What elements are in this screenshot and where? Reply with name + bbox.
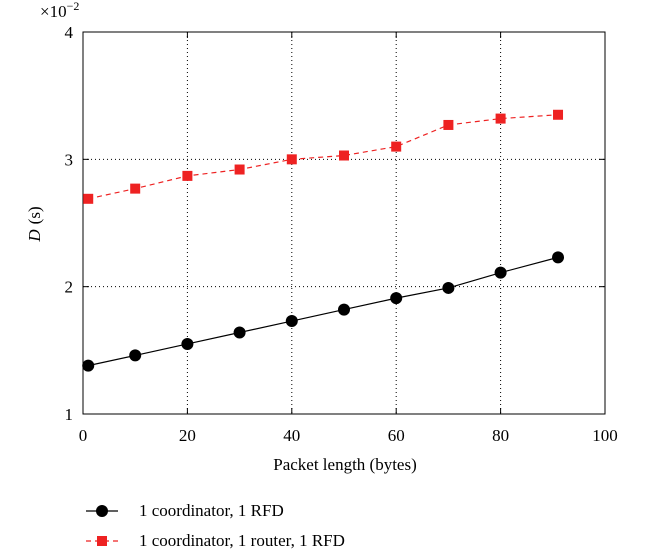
data-point [182, 170, 193, 181]
x-tick-label: 20 [179, 426, 196, 445]
legend-entry-series-1: 1 coordinator, 1 RFD [86, 501, 284, 520]
data-point [339, 150, 349, 161]
y-axis-label: D (s) [25, 206, 44, 242]
x-axis-label: Packet length (bytes) [273, 455, 417, 474]
x-tick-label: 40 [283, 426, 300, 445]
legend-marker-series-2 [97, 536, 107, 546]
data-point [390, 292, 403, 305]
y-axis-label-unit: (s) [25, 206, 44, 224]
y-multiplier-label: ×10−2 [40, 0, 79, 21]
plot-frame [82, 31, 606, 415]
data-point [233, 326, 246, 339]
x-tick-label: 60 [388, 426, 405, 445]
y-tick-label: 1 [65, 405, 74, 424]
series-2 [83, 109, 564, 204]
x-tick-label: 80 [492, 426, 509, 445]
data-point [443, 119, 454, 130]
data-point [130, 183, 141, 194]
data-point [234, 164, 245, 175]
legend-marker-series-1 [96, 505, 108, 517]
x-tick-label: 100 [592, 426, 618, 445]
data-point [181, 337, 194, 350]
data-point [286, 154, 297, 165]
data-point [338, 303, 350, 316]
y-axis-label-variable: D [25, 229, 44, 243]
data-point [553, 109, 564, 120]
data-point [83, 193, 94, 204]
data-point [285, 315, 298, 328]
data-point [129, 349, 142, 362]
data-point [495, 113, 506, 124]
series-line [88, 256, 559, 367]
x-tick-label: 0 [79, 426, 88, 445]
y-tick-label: 4 [65, 23, 74, 42]
axis-ticks: 0 20 40 60 80 100 1 2 3 4 [65, 23, 618, 445]
legend-entry-series-2: 1 coordinator, 1 router, 1 RFD [86, 531, 345, 550]
data-point [442, 281, 455, 294]
data-point [82, 359, 95, 372]
data-point [391, 141, 402, 152]
series-layer [82, 109, 565, 372]
series-line [88, 114, 559, 200]
legend-label-series-1: 1 coordinator, 1 RFD [139, 501, 284, 520]
y-multiplier-exponent: −2 [67, 0, 80, 13]
legend: 1 coordinator, 1 RFD 1 coordinator, 1 ro… [86, 501, 345, 550]
y-multiplier-base: ×10 [40, 2, 67, 21]
series-1 [82, 251, 565, 372]
legend-label-series-2: 1 coordinator, 1 router, 1 RFD [139, 531, 345, 550]
data-point [494, 266, 507, 279]
y-tick-label: 2 [65, 278, 74, 297]
grid-lines [83, 32, 605, 414]
y-tick-label: 3 [65, 150, 74, 169]
data-point [552, 251, 565, 264]
